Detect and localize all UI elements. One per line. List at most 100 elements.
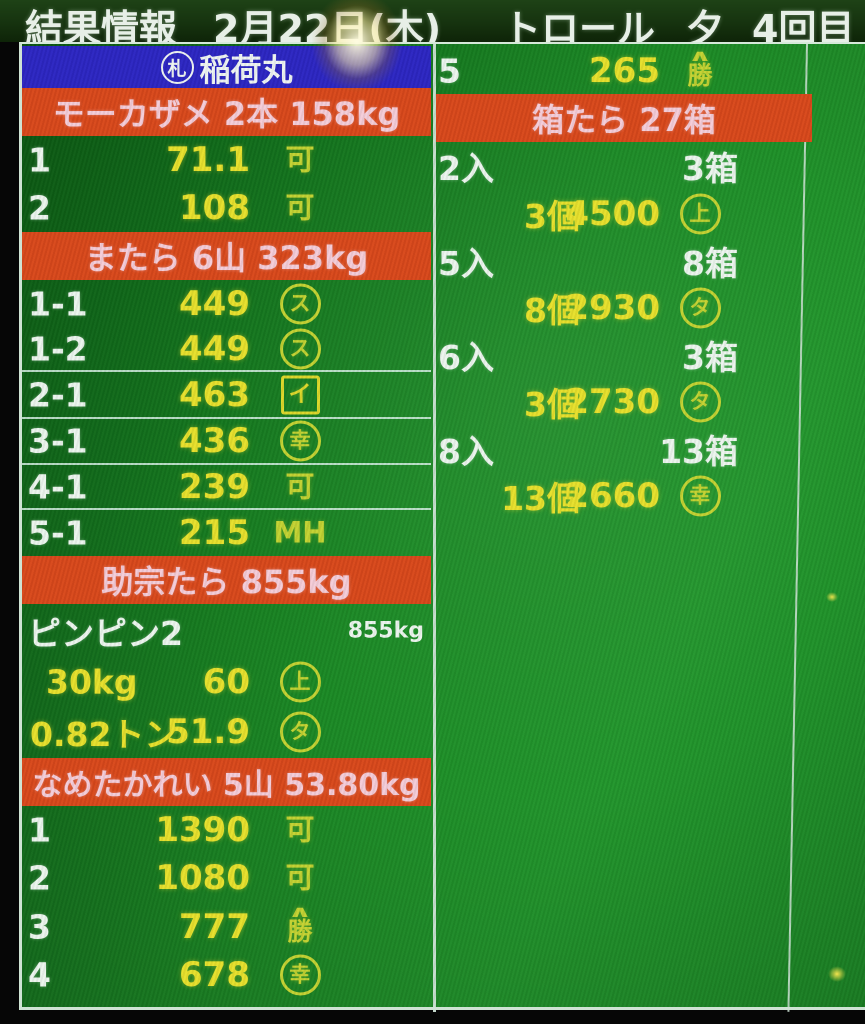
vessel-mark-icon: 札 [160,50,194,84]
quantity-label: 30kg [46,662,138,702]
row-divider [22,508,431,510]
buyer-mark: 可 [285,190,315,225]
left-panel: 札 稲荷丸 モーカザメ 2本 158kg 1 71.1 可 2 108 可 また… [22,44,431,1012]
buyer-mark: 可 [285,469,315,503]
price-value: 2660 [565,475,660,516]
quantity-label: 8個 [524,290,580,330]
auction-row: 1 1390 可 [22,806,431,854]
auction-row: 5-1 215 MH [22,510,431,556]
vessel-name: 稲荷丸 [199,52,293,89]
box-size-label: 8入 [438,431,494,471]
box-count: 8箱 [682,244,738,283]
buyer-mark: 幸 [279,954,321,996]
box-size-row: 2入 3箱 [436,142,865,190]
price-value: 2730 [565,381,660,422]
quantity-label: 0.82トン [30,715,178,754]
auction-row: 1-2 449 ス [22,327,431,370]
lot-number: 4 [28,955,51,995]
box-count: 13箱 [659,431,738,471]
auction-row: 0.82トン 51.9 タ [22,706,431,758]
auction-row: 3個 4500 上 [436,190,865,238]
buyer-mark: 上 [679,193,721,235]
box-size-label: 5入 [438,244,494,283]
section-header-nameta: なめたかれい 5山 53.80kg [22,758,431,806]
buyer-mark: MH [273,515,327,550]
title-bar: 結果情報 2月22日(木) トロール 夕 4回目 [0,0,865,51]
lot-number: 1 [28,810,51,850]
lot-number: 3-1 [28,421,88,461]
price-value: 265 [589,51,660,91]
price-value: 449 [179,328,250,369]
price-value: 108 [179,188,250,228]
row-divider [22,417,431,419]
buyer-mark: 勝 [687,63,712,88]
box-size-label: 6入 [438,337,494,377]
auction-row: 4 678 幸 [22,951,431,999]
results-board: 札 稲荷丸 モーカザメ 2本 158kg 1 71.1 可 2 108 可 また… [19,42,865,1012]
buyer-mark: 幸 [679,475,721,516]
lot-number: 5-1 [28,513,88,553]
quantity-label: 3個 [524,197,580,236]
lot-number: 2 [28,188,51,228]
lot-label-row: ピンピン2 855kg [22,604,431,658]
box-size-row: 8入 13箱 [436,425,865,472]
auction-row: 4-1 239 可 [22,465,431,508]
lot-weight: 855kg [347,618,424,644]
auction-row: 2 108 可 [22,184,431,232]
price-value: 436 [179,421,250,461]
buyer-mark: 可 [285,860,315,895]
price-value: 51.9 [166,712,250,752]
price-value: 239 [179,466,250,507]
price-value: 1080 [155,858,250,898]
buyer-mark: 上 [279,661,321,703]
auction-row: 3 777 勝 [22,902,431,951]
price-value: 2930 [565,287,660,328]
lot-number: 2-1 [28,375,88,414]
lot-number: 1 [28,140,51,180]
lot-number: 4-1 [28,467,88,506]
right-panel: 5 265 勝 箱たら 27箱 2入 3箱 3個 4500 上 5入 8箱 8個… [436,44,865,1012]
price-value: 1390 [155,810,250,850]
lot-label: ピンピン2 [28,614,183,653]
section-header-matara: またら 6山 323kg [22,232,431,280]
box-size-label: 2入 [438,149,494,188]
buyer-mark: 幸 [279,420,321,462]
auction-row: 2-1 463 イ [22,372,431,417]
price-value: 71.1 [166,140,250,180]
box-count: 3箱 [682,149,738,188]
price-value: 678 [179,955,250,995]
column-divider [433,44,436,1012]
price-value: 777 [179,906,250,947]
auction-row: 1-1 449 ス [22,280,431,327]
price-value: 215 [179,513,250,553]
quantity-label: 3個 [524,384,580,424]
buyer-mark: ス [279,328,321,369]
buyer-mark: イ [280,375,320,414]
vessel-header: 札 稲荷丸 [22,46,431,89]
auction-row: 13個 2660 幸 [436,472,865,519]
lot-number: 3 [28,907,51,946]
box-count: 3箱 [682,337,738,377]
box-size-row: 5入 8箱 [436,238,865,284]
auction-row: 5 265 勝 [436,48,865,94]
buyer-mark: 可 [285,812,315,847]
auction-row: 1 71.1 可 [22,136,431,184]
lot-number: 2 [28,858,51,898]
price-value: 463 [179,374,250,415]
auction-row: 30kg 60 上 [22,658,431,706]
row-divider [22,463,431,465]
buyer-mark: タ [679,287,721,328]
price-value: 4500 [565,194,660,234]
lot-number: 5 [438,51,461,91]
auction-row: 8個 2930 タ [436,284,865,331]
section-header-sukeso: 助宗たら 855kg [22,556,431,604]
auction-row: 3個 2730 タ [436,378,865,425]
lot-number: 1-1 [28,284,88,323]
quantity-label: 13個 [501,478,580,518]
row-divider [22,370,431,372]
section-header-mokazame: モーカザメ 2本 158kg [22,88,431,136]
buyer-mark: タ [679,381,721,422]
buyer-mark: タ [279,711,321,753]
buyer-mark: 勝 [287,919,312,944]
